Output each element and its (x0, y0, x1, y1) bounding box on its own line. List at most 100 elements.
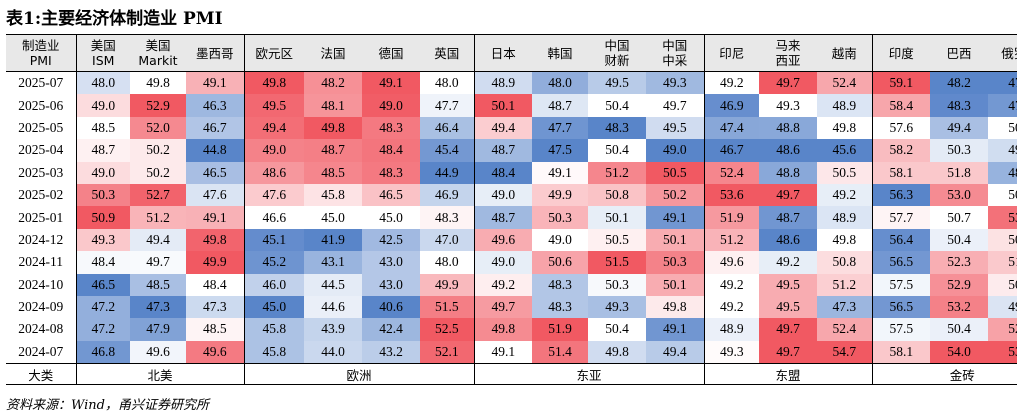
group-label-header: 大类 (6, 363, 76, 386)
pmi-value-cell: 49.2 (759, 251, 817, 274)
pmi-value-cell: 49.3 (75, 228, 130, 252)
pmi-value-cell: 51.2 (703, 228, 759, 252)
pmi-value-cell: 52.0 (130, 116, 186, 140)
table-row: 2024-12 49.3 49.4 49.8 45.1 41.9 42.5 47.0 49.6 4… (6, 228, 1017, 252)
pmi-value-cell: 43.2 (362, 340, 420, 365)
header-line: 墨西哥 (195, 45, 234, 61)
pmi-value-cell: 53.1 (988, 206, 1017, 229)
pmi-value-cell: 49.2 (817, 183, 872, 207)
pmi-value-cell: 49.3 (588, 295, 646, 319)
column-header: 德国 (362, 34, 420, 72)
column-header: 英国 (420, 34, 474, 72)
pmi-value-cell: 43.1 (304, 251, 362, 274)
pmi-value-cell: 49.0 (532, 228, 588, 252)
pmi-value-cell: 57.6 (871, 116, 930, 140)
pmi-value-cell: 42.4 (362, 318, 420, 341)
pmi-value-cell: 49.0 (646, 139, 704, 162)
pmi-value-cell: 58.4 (871, 94, 930, 117)
pmi-value-cell: 50.5 (817, 161, 872, 184)
pmi-value-cell: 45.0 (243, 295, 304, 319)
pmi-value-cell: 49.5 (243, 94, 304, 117)
pmi-value-cell: 49.2 (473, 273, 532, 296)
table-group-footer: 大类 北美 欧洲 东亚 东盟 金砖 (6, 363, 1017, 386)
pmi-value-cell: 46.6 (243, 206, 304, 229)
pmi-value-cell: 50.6 (988, 273, 1017, 296)
pmi-value-cell: 49.1 (532, 161, 588, 184)
pmi-value-cell: 56.3 (871, 183, 930, 207)
pmi-value-cell: 50.1 (646, 228, 704, 252)
pmi-value-cell: 48.5 (75, 116, 130, 140)
pmi-value-cell: 56.5 (871, 251, 930, 274)
table-header: 制造业 PMI 美国 ISM 美国 Markit 墨西哥 欧元区 法国 德国 英国 日本 韩国 中国 财新中… (6, 34, 1017, 72)
table-row: 2024-11 48.4 49.7 49.9 45.2 43.1 43.0 48.0 49.0 5… (6, 251, 1017, 274)
pmi-value-cell: 51.2 (588, 161, 646, 184)
pmi-value-cell: 58.2 (871, 139, 930, 162)
table-row: 2024-09 47.2 47.3 47.3 45.0 44.6 40.6 51.5 49.7 4… (6, 295, 1017, 319)
pmi-value-cell: 52.5 (420, 318, 474, 341)
pmi-value-cell: 56.4 (871, 228, 930, 252)
table-row: 2025-04 48.7 50.2 44.8 49.0 48.7 48.4 45.4 48.7 4… (6, 139, 1017, 162)
pmi-value-cell: 50.5 (588, 228, 646, 252)
pmi-value-cell: 50.2 (988, 116, 1017, 140)
pmi-value-cell: 45.0 (362, 206, 420, 229)
pmi-value-cell: 49.4 (930, 116, 988, 140)
pmi-value-cell: 51.4 (532, 340, 588, 365)
header-line: 美国 (145, 38, 171, 53)
pmi-value-cell: 45.8 (304, 183, 362, 207)
pmi-value-cell: 49.1 (473, 340, 532, 365)
pmi-value-cell: 49.4 (473, 116, 532, 140)
pmi-value-cell: 58.1 (871, 340, 930, 365)
pmi-value-cell: 54.0 (930, 340, 988, 365)
column-header: 中国 财新 (588, 34, 646, 72)
row-date: 2025-04 (18, 142, 64, 158)
pmi-value-cell: 57.7 (871, 206, 930, 229)
pmi-value-cell: 47.3 (817, 295, 872, 319)
header-line: 印尼 (719, 45, 745, 61)
pmi-value-cell: 41.9 (304, 228, 362, 252)
pmi-value-cell: 56.5 (871, 295, 930, 319)
pmi-value-cell: 46.9 (420, 183, 474, 207)
pmi-value-cell: 57.5 (871, 273, 930, 296)
pmi-value-cell: 49.5 (646, 116, 704, 140)
pmi-value-cell: 48.4 (362, 139, 420, 162)
header-line: 德国 (378, 45, 404, 61)
pmi-value-cell: 50.3 (646, 251, 704, 274)
group-label: 东亚 (473, 363, 704, 386)
pmi-value-cell: 43.9 (304, 318, 362, 341)
pmi-value-cell: 52.3 (930, 251, 988, 274)
pmi-value-cell: 48.0 (420, 251, 474, 274)
column-header: 印尼 (703, 34, 759, 72)
pmi-value-cell: 48.3 (532, 295, 588, 319)
pmi-value-cell: 49.0 (473, 251, 532, 274)
pmi-value-cell: 48.7 (473, 139, 532, 162)
pmi-value-cell: 44.6 (304, 295, 362, 319)
pmi-value-cell: 48.6 (243, 161, 304, 184)
pmi-value-cell: 49.5 (759, 295, 817, 319)
row-date: 2024-09 (18, 299, 64, 315)
pmi-value-cell: 50.7 (930, 206, 988, 229)
pmi-value-cell: 49.3 (646, 71, 704, 95)
pmi-value-cell: 49.6 (130, 340, 186, 365)
pmi-value-cell: 50.9 (75, 206, 130, 229)
row-date: 2025-05 (18, 119, 64, 135)
pmi-value-cell: 49.5 (988, 295, 1017, 319)
pmi-value-cell: 48.5 (304, 161, 362, 184)
pmi-value-cell: 47.5 (988, 94, 1017, 117)
pmi-value-cell: 48.3 (532, 273, 588, 296)
pmi-value-cell: 52.4 (703, 161, 759, 184)
pmi-value-cell: 47.7 (420, 94, 474, 117)
pmi-value-cell: 44.8 (186, 139, 244, 162)
group-label: 欧洲 (243, 363, 474, 386)
pmi-value-cell: 42.5 (362, 228, 420, 252)
pmi-value-cell: 48.2 (930, 71, 988, 95)
pmi-value-cell: 47.9 (130, 318, 186, 341)
pmi-value-cell: 50.8 (588, 183, 646, 207)
table-title: 表1:主要经济体制造业 PMI (6, 9, 223, 29)
pmi-value-cell: 46.4 (420, 116, 474, 140)
header-line: 英国 (434, 45, 460, 61)
source-note: 资料来源：Wind，甬兴证券研究所 (6, 398, 209, 413)
column-header: 法国 (304, 34, 362, 72)
pmi-value-cell: 47.6 (186, 183, 244, 207)
pmi-value-cell: 48.8 (759, 116, 817, 140)
pmi-value-cell: 49.8 (588, 340, 646, 365)
